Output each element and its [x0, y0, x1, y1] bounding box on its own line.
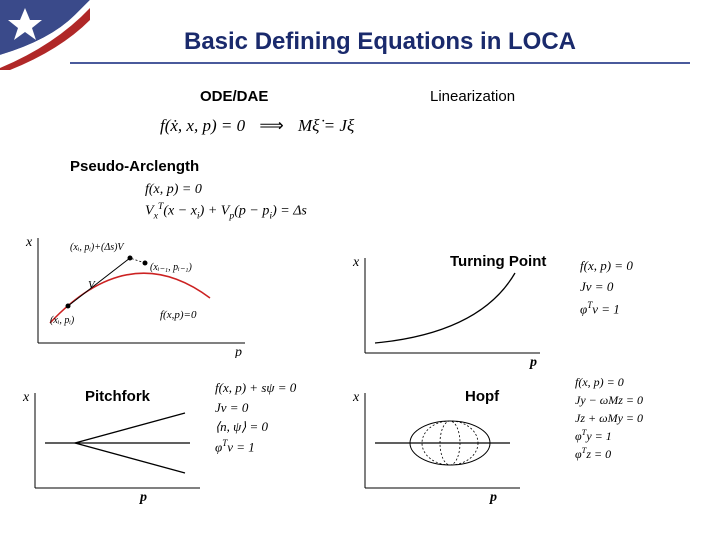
svg-text:(xᵢ₋₁, pᵢ₋₁): (xᵢ₋₁, pᵢ₋₁): [150, 262, 192, 273]
pitchfork-eq1: f(x, p) + sψ = 0: [215, 378, 296, 398]
svg-text:x: x: [352, 390, 360, 405]
pseudo-arclength-label: Pseudo-Arclength: [70, 158, 199, 175]
pseudo-arclength-equations: f(x, p) = 0 VxT(x − xi) + Vp(p − pi) = Δ…: [145, 180, 307, 223]
svg-text:(xᵢ, pᵢ)+(Δs)V: (xᵢ, pᵢ)+(Δs)V: [70, 242, 125, 253]
linearization-label: Linearization: [430, 88, 515, 105]
svg-text:x: x: [22, 390, 30, 405]
linearization-eq: Mξ̇ = Jξ: [298, 116, 354, 135]
pseudo-eq1: f(x, p) = 0: [145, 180, 307, 200]
hopf-plot: x p: [350, 388, 530, 508]
title-bar: Basic Defining Equations in LOCA: [70, 28, 690, 64]
svg-text:p: p: [234, 345, 242, 358]
implies-arrow: ⟹: [259, 116, 283, 135]
ode-label: ODE/DAE: [200, 88, 268, 105]
pitchfork-equations: f(x, p) + sψ = 0 Jv = 0 ⟨n, ψ⟩ = 0 φTv =…: [215, 378, 296, 456]
pseudo-arclength-plot: x p (xᵢ, pᵢ) (xᵢ₋₁, pᵢ₋₁) (xᵢ, pᵢ)+(Δs)V…: [20, 228, 260, 358]
turning-point-equations: f(x, p) = 0 Jv = 0 φTv = 1: [580, 256, 633, 320]
svg-text:p: p: [529, 355, 537, 370]
hopf-eq2: Jy − ωMz = 0: [575, 391, 643, 409]
svg-text:x: x: [352, 255, 360, 270]
ode-eq: f(ẋ, x, p) = 0: [160, 116, 245, 135]
hopf-eq4: φTy = 1: [575, 427, 643, 445]
page-title: Basic Defining Equations in LOCA: [70, 28, 690, 56]
ode-linearization-equation: f(ẋ, x, p) = 0 ⟹ Mξ̇ = Jξ: [160, 116, 354, 136]
turning-eq3: φTv = 1: [580, 298, 633, 320]
hopf-eq1: f(x, p) = 0: [575, 373, 643, 391]
svg-text:f(x,p)=0: f(x,p)=0: [160, 309, 197, 321]
svg-text:p: p: [139, 490, 147, 505]
pitchfork-plot: x p: [20, 388, 210, 508]
turning-eq1: f(x, p) = 0: [580, 256, 633, 277]
turning-eq2: Jv = 0: [580, 277, 633, 298]
svg-text:(xᵢ, pᵢ): (xᵢ, pᵢ): [50, 315, 75, 326]
hopf-eq5: φTz = 0: [575, 445, 643, 463]
svg-text:x: x: [25, 235, 33, 250]
svg-text:p: p: [489, 490, 497, 505]
pitchfork-eq2: Jv = 0: [215, 398, 296, 418]
pitchfork-eq3: ⟨n, ψ⟩ = 0: [215, 417, 296, 437]
turning-point-plot: x p: [350, 253, 550, 373]
pseudo-eq2: VxT(x − xi) + Vp(p − pi) = Δs: [145, 200, 307, 223]
title-underline: [70, 62, 690, 64]
content-area: ODE/DAE Linearization f(ẋ, x, p) = 0 ⟹ M…: [20, 78, 700, 530]
pitchfork-eq4: φTv = 1: [215, 437, 296, 457]
hopf-eq3: Jz + ωMy = 0: [575, 409, 643, 427]
hopf-equations: f(x, p) = 0 Jy − ωMz = 0 Jz + ωMy = 0 φT…: [575, 373, 643, 463]
